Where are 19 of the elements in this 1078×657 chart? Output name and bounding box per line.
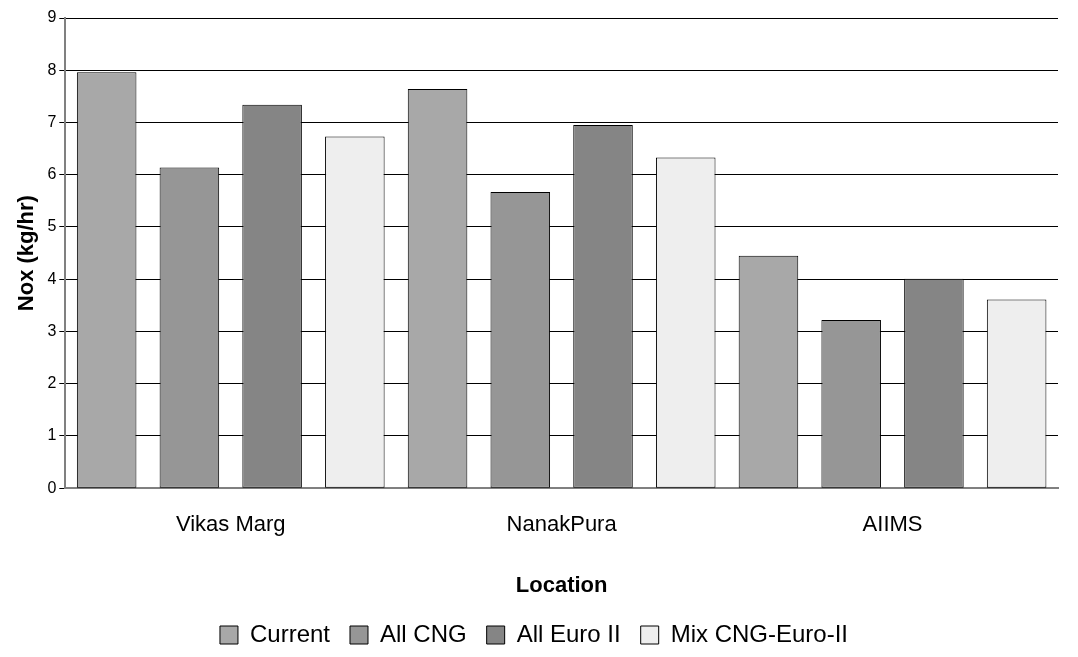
y-tick-label: 3 [47,321,57,339]
y-tick-label: 8 [47,60,57,78]
legend-label: All Euro II [516,619,621,647]
y-tick-label: 0 [47,478,57,496]
legend-label: All CNG [379,619,467,647]
legend-label: Current [249,619,331,647]
y-tick-label: 7 [47,112,57,130]
x-tick-label: NanakPura [506,511,618,537]
y-tick-label: 1 [47,426,57,444]
legend-label: Mix CNG-Euro-II [670,619,849,647]
y-tick-label: 9 [47,8,57,26]
x-axis-title: Location [515,571,608,597]
y-tick-label: 6 [47,165,57,183]
x-tick-label: Vikas Marg [175,511,286,537]
y-tick-label: 4 [47,269,57,287]
y-tick-label: 2 [47,374,57,392]
y-tick-label: 5 [47,217,57,235]
y-axis-title: Nox (kg/hr) [13,195,39,312]
x-tick-label: AIIMS [862,511,923,537]
